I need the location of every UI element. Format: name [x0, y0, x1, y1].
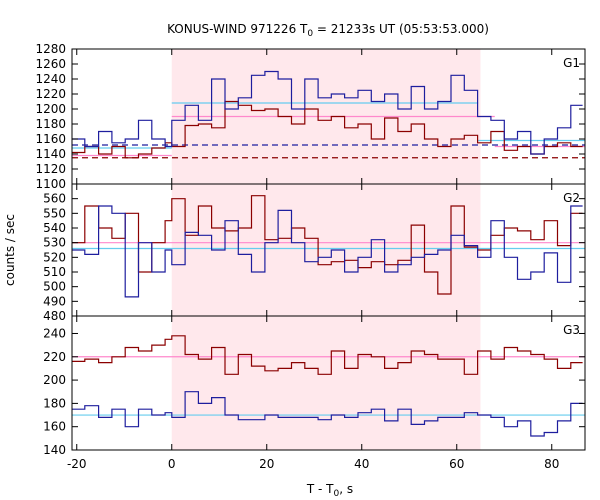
panel-label: G1: [563, 56, 580, 70]
shaded-interval: [171, 316, 481, 450]
y-tick-label: 1160: [35, 132, 66, 146]
y-tick-label: 240: [43, 326, 66, 340]
panels-group: 1100112011401160118012001220124012601280…: [35, 42, 586, 471]
series-blue-line: [71, 70, 583, 155]
x-tick-label: 80: [544, 457, 559, 471]
y-tick-label: 220: [43, 350, 66, 364]
y-tick-label: 530: [43, 236, 66, 250]
x-axis-label: T - T0, s: [306, 482, 353, 499]
y-tick-label: 1260: [35, 57, 66, 71]
panel-label: G3: [563, 323, 580, 337]
chart-title: KONUS-WIND 971226 T0 = 21233s UT (05:53:…: [167, 22, 489, 39]
y-tick-label: 480: [43, 309, 66, 323]
y-tick-label: 1280: [35, 42, 66, 56]
x-tick-label: 20: [259, 457, 274, 471]
series-blue-line: [71, 205, 583, 298]
x-tick-label: 60: [449, 457, 464, 471]
y-tick-label: 160: [43, 420, 66, 434]
panel-frame: [71, 315, 586, 451]
y-tick-label: 1120: [35, 162, 66, 176]
y-tick-label: 540: [43, 221, 66, 235]
series-blue-line: [71, 391, 583, 437]
y-tick-label: 1240: [35, 72, 66, 86]
y-tick-label: 550: [43, 206, 66, 220]
y-tick-label: 490: [43, 294, 66, 308]
y-tick-label: 1140: [35, 147, 66, 161]
y-tick-label: 510: [43, 265, 66, 279]
y-tick-label: 500: [43, 280, 66, 294]
y-tick-label: 1100: [35, 177, 66, 191]
y-tick-label: 1220: [35, 87, 66, 101]
x-tick-label: 40: [354, 457, 369, 471]
y-tick-label: 1180: [35, 117, 66, 131]
series-red-line: [71, 100, 583, 159]
x-tick-label: 0: [168, 457, 176, 471]
y-tick-label: 180: [43, 396, 66, 410]
panel-g1: 1100112011401160118012001220124012601280…: [35, 42, 586, 191]
y-tick-label: 140: [43, 443, 66, 457]
x-tick-label: -20: [67, 457, 87, 471]
y-tick-label: 520: [43, 250, 66, 264]
series-red-line: [71, 195, 583, 295]
panel-label: G2: [563, 191, 580, 205]
series-red-line: [71, 335, 583, 375]
y-tick-label: 200: [43, 373, 66, 387]
panel-g3: 140 160 180 200 220 240 G3: [43, 315, 586, 457]
y-axis-label: counts / sec: [3, 214, 17, 286]
y-tick-label: 560: [43, 192, 66, 206]
y-tick-label: 1200: [35, 102, 66, 116]
